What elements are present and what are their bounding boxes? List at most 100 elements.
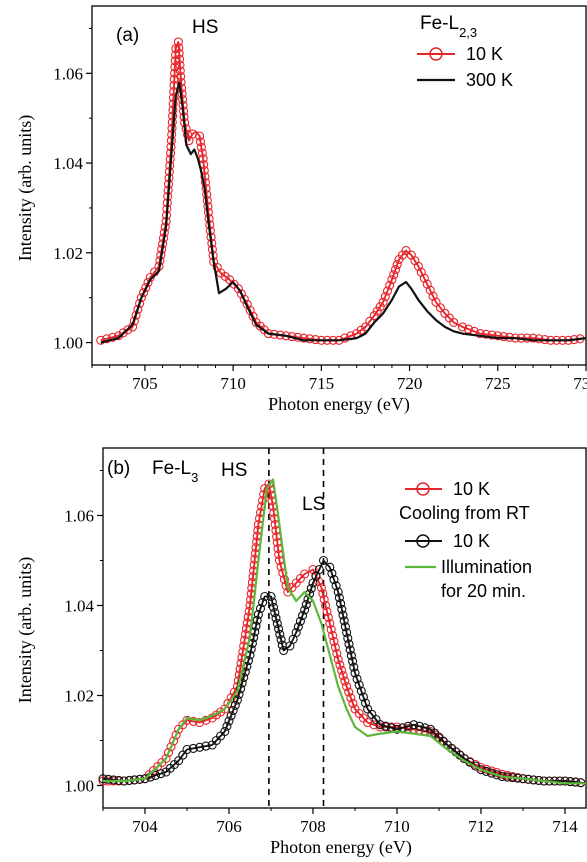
data-point-marker: [431, 297, 441, 307]
y-tick-label-a: 1.06: [53, 64, 83, 83]
panel-b: 704 706 708 710 712 714 1.00 1.02 1.04 1.06 (b) F…: [15, 447, 587, 858]
data-point-marker: [420, 723, 430, 733]
data-point-marker: [325, 618, 335, 629]
x-tick-label-a: 725: [485, 374, 511, 393]
data-point-marker: [428, 291, 438, 301]
data-point-marker: [360, 698, 371, 708]
plot-frame-b: [102, 447, 587, 809]
data-point-marker: [171, 730, 181, 740]
x-axis-title-a: Photon energy (eV): [268, 394, 410, 415]
legend-marker-10k-illum-b: [416, 534, 430, 548]
data-point-marker: [332, 648, 342, 659]
data-point-marker: [195, 137, 206, 147]
data-point-marker: [258, 597, 268, 608]
data-point-marker: [381, 721, 391, 731]
data-point-marker: [481, 329, 491, 339]
data-point-marker: [385, 280, 395, 290]
data-point-marker: [457, 322, 468, 332]
data-point-marker: [342, 681, 352, 692]
data-point-marker: [168, 105, 178, 115]
data-point-marker: [486, 768, 497, 778]
data-point-marker: [195, 131, 205, 141]
data-point-marker: [372, 306, 382, 316]
legend-entry-10k-illum-b: 10 K: [405, 531, 490, 551]
data-point-marker: [337, 665, 347, 675]
panel-title-main-b: Fe-L: [152, 458, 191, 479]
data-point-marker: [226, 711, 236, 721]
data-point-marker: [270, 608, 280, 618]
data-point-marker: [200, 177, 211, 188]
data-point-marker: [392, 724, 402, 734]
data-point-marker: [258, 495, 268, 506]
data-point-marker: [329, 636, 339, 647]
data-point-marker: [266, 591, 276, 602]
annotation-hs-b: HS: [221, 460, 247, 481]
data-point-marker: [271, 613, 281, 623]
x-tick-label-b: 710: [384, 817, 410, 836]
data-point-marker: [141, 283, 151, 293]
y-tick-label-a: 1.04: [53, 154, 83, 173]
data-point-marker: [326, 624, 336, 635]
y-tick-label-a: 1.00: [53, 334, 83, 353]
data-point-marker: [323, 612, 333, 623]
data-point-marker: [335, 660, 345, 670]
annotation-hs-a: HS: [192, 17, 218, 38]
data-point-marker: [356, 686, 366, 696]
data-point-marker: [183, 130, 193, 140]
data-point-marker: [123, 325, 133, 335]
data-point-marker: [493, 331, 503, 341]
data-point-marker: [293, 622, 303, 632]
data-point-marker: [156, 769, 166, 779]
series-line-b-2: [103, 478, 586, 785]
x-tick-label-b: 714: [552, 817, 578, 836]
data-point-marker: [188, 743, 198, 753]
legend-entry-300k-a: 300 K: [417, 70, 513, 90]
panel-a: 705 710 715 720 725 730 1.00 1.02 1.04 1.06 (a) H…: [15, 5, 587, 415]
data-point-marker: [413, 261, 423, 271]
panel-title-b: Fe-L3: [152, 458, 198, 485]
y-tick-label-a: 1.02: [53, 244, 83, 263]
legend-title-a: Fe-L2,3: [420, 13, 477, 40]
data-point-marker: [333, 587, 343, 597]
data-point-marker: [338, 671, 348, 681]
data-point-marker: [174, 48, 184, 58]
data-point-marker: [409, 720, 419, 730]
data-point-marker: [369, 720, 379, 730]
y-axis-title-a: Intensity (arb. units): [15, 115, 36, 261]
data-point-marker: [168, 111, 178, 121]
data-point-marker: [392, 260, 402, 270]
series-line-a-0: [100, 41, 587, 342]
data-point-marker: [319, 594, 329, 605]
series-line-a-1: [100, 81, 587, 344]
plot-frame-a: [91, 5, 587, 366]
data-point-marker: [327, 568, 337, 578]
data-point-marker: [139, 288, 149, 298]
data-point-marker: [297, 611, 308, 621]
data-point-marker: [328, 630, 338, 641]
legend-note-cooling: Cooling from RT: [399, 503, 530, 523]
data-point-marker: [299, 333, 309, 343]
y-tick-label-b: 1.04: [64, 597, 94, 616]
data-point-marker: [175, 54, 185, 64]
data-point-marker: [236, 684, 246, 694]
data-point-marker: [337, 604, 347, 614]
legend-title-sub-a: 2,3: [459, 25, 477, 40]
data-point-marker: [222, 721, 232, 731]
data-point-marker: [314, 564, 324, 575]
data-point-marker: [259, 489, 269, 500]
data-point-marker: [555, 776, 565, 786]
x-tick-label-b: 708: [300, 817, 326, 836]
y-axis-title-b: Intensity (arb. units): [15, 557, 36, 703]
x-tick-label-b: 706: [216, 817, 242, 836]
data-point-marker: [344, 687, 354, 697]
data-point-marker: [375, 720, 385, 730]
data-point-marker: [150, 770, 161, 780]
data-point-marker: [198, 154, 208, 164]
data-point-marker: [340, 676, 350, 686]
data-point-marker: [350, 668, 360, 678]
data-point-marker: [344, 639, 354, 649]
x-tick-label-a: 730: [573, 374, 587, 393]
data-point-marker: [291, 627, 301, 638]
data-point-marker: [176, 71, 186, 82]
